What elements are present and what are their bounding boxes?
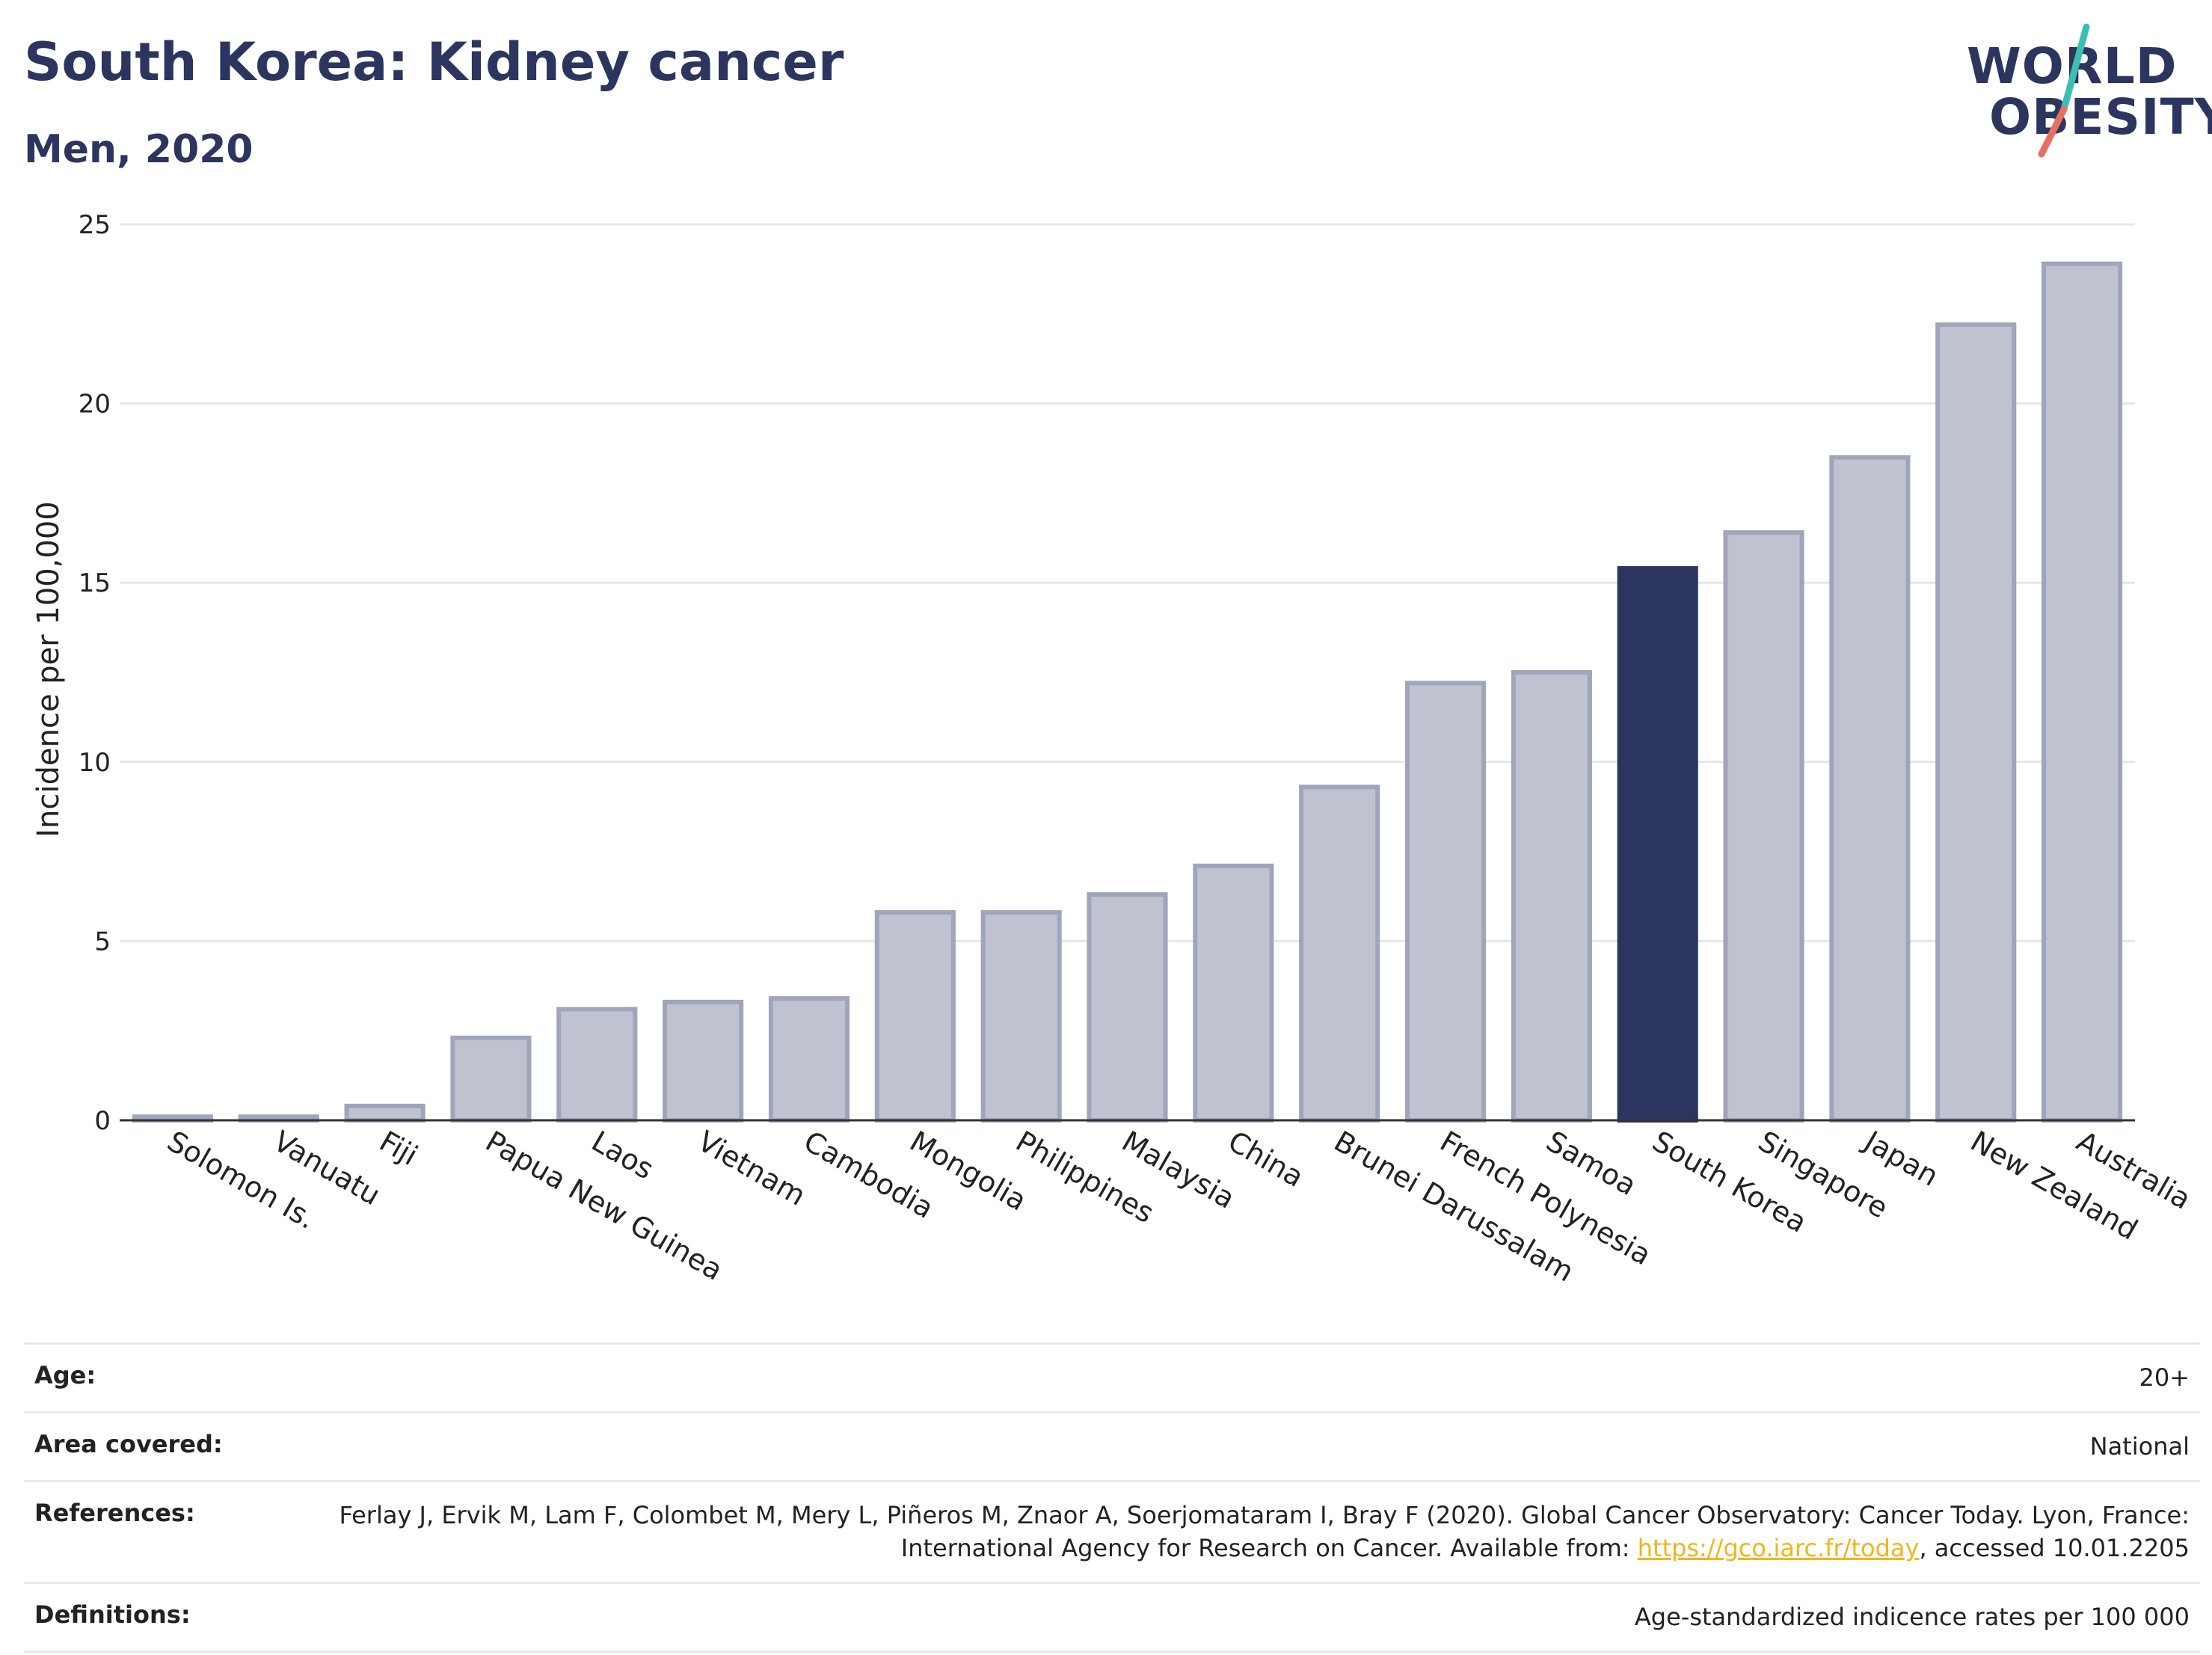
bar-samoa xyxy=(1511,670,1592,1123)
world-obesity-logo: WORLD OBESITY xyxy=(1937,21,2212,163)
info-table: Age: 20+ Area covered: National Referenc… xyxy=(24,1342,2200,1653)
info-row-definitions: Definitions: Age-standardized indicence … xyxy=(24,1582,2200,1653)
y-tick-label: 25 xyxy=(79,210,111,240)
x-category-label: Laos xyxy=(586,1125,660,1186)
y-tick-label: 5 xyxy=(94,927,111,957)
references-text-1: Ferlay J, Ervik M, Lam F, Colombet M, Me… xyxy=(339,1500,2190,1563)
bar-mongolia xyxy=(874,910,956,1123)
bar-french-polynesia xyxy=(1404,681,1487,1123)
bar-fiji xyxy=(344,1103,425,1123)
y-tick-label: 20 xyxy=(79,390,111,420)
chart-title: South Korea: Kidney cancer xyxy=(24,31,844,93)
x-category-label: Fiji xyxy=(374,1125,423,1172)
bar-australia xyxy=(2042,261,2123,1123)
info-row-age: Age: 20+ xyxy=(24,1342,2200,1413)
bar-china xyxy=(1193,863,1274,1123)
bar-papua-new-guinea xyxy=(450,1035,532,1123)
x-category-label: Vietnam xyxy=(692,1125,811,1212)
y-axis-ticks: 0 5 10 15 20 25 xyxy=(79,210,111,1136)
definitions-label: Definitions: xyxy=(24,1582,314,1653)
references-value: Ferlay J, Ervik M, Lam F, Colombet M, Me… xyxy=(314,1479,2200,1583)
definitions-value: Age-standardized indicence rates per 100… xyxy=(314,1582,2200,1653)
area-value: National xyxy=(314,1410,2200,1481)
logo-slash-icon xyxy=(2038,23,2090,158)
bar-cambodia xyxy=(768,996,850,1123)
bar-singapore xyxy=(1723,530,1804,1123)
age-value: 20+ xyxy=(314,1342,2200,1413)
y-axis-label: Incidence per 100,000 xyxy=(31,501,66,838)
age-label: Age: xyxy=(24,1342,314,1413)
bar-malaysia xyxy=(1087,892,1168,1123)
references-label: References: xyxy=(24,1479,314,1583)
bar-new-zealand xyxy=(1935,322,2017,1123)
info-row-references: References: Ferlay J, Ervik M, Lam F, Co… xyxy=(24,1479,2200,1583)
references-text-2: , accessed 10.01.2205 xyxy=(1919,1534,2190,1563)
bars xyxy=(132,261,2123,1123)
chart-subtitle: Men, 2020 xyxy=(24,127,254,172)
bar-south-korea xyxy=(1617,566,1698,1123)
info-row-area: Area covered: National xyxy=(24,1410,2200,1481)
bar-brunei-darussalam xyxy=(1299,784,1380,1123)
logo-text-obesity: OBESITY xyxy=(1989,88,2212,146)
bar-japan xyxy=(1829,455,1911,1123)
y-tick-label: 0 xyxy=(94,1106,111,1136)
bar-vietnam xyxy=(663,999,744,1123)
y-tick-label: 15 xyxy=(79,568,111,598)
bar-philippines xyxy=(980,910,1062,1123)
area-label: Area covered: xyxy=(24,1410,314,1481)
references-link[interactable]: https://gco.iarc.fr/today xyxy=(1637,1534,1920,1563)
y-tick-label: 10 xyxy=(79,748,111,778)
bar-laos xyxy=(556,1007,638,1123)
